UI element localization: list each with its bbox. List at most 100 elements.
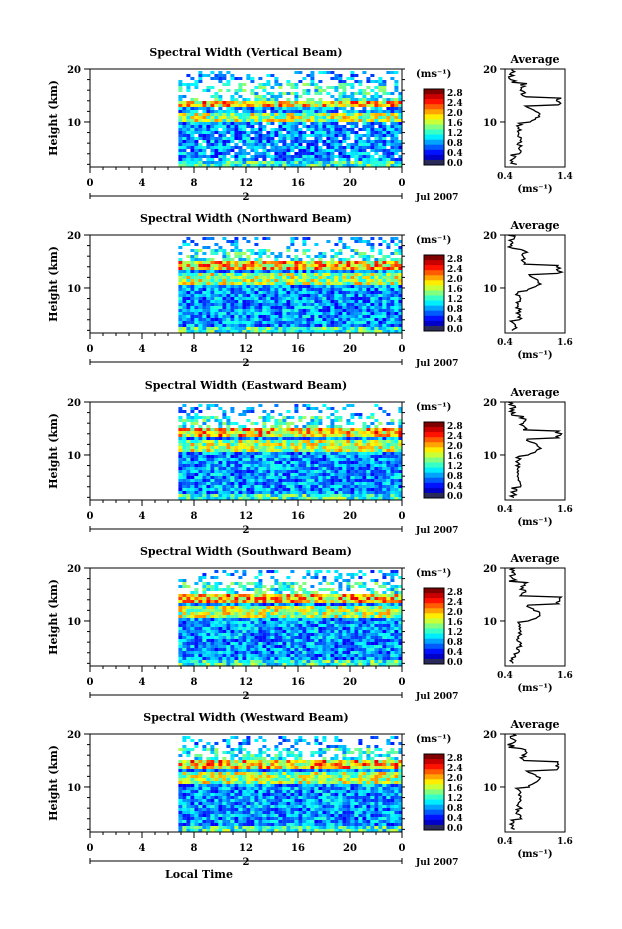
heatmap-cell — [278, 479, 283, 482]
heatmap-cell — [190, 267, 195, 270]
heatmap-cell — [190, 291, 195, 294]
heatmap-cell — [298, 312, 303, 315]
heatmap-cell — [202, 446, 207, 449]
heatmap-cell — [294, 140, 299, 143]
heatmap-cell — [190, 137, 195, 140]
heatmap-cell — [362, 143, 367, 146]
heatmap-cell — [314, 128, 319, 131]
heatmap-cell — [318, 288, 323, 291]
heatmap-cell — [334, 86, 339, 89]
heatmap-cell — [354, 497, 359, 500]
heatmap-cell — [206, 324, 211, 327]
heatmap-cell — [330, 482, 335, 485]
heatmap-cell — [282, 315, 287, 318]
heatmap-cell — [290, 321, 295, 324]
heatmap-cell — [298, 131, 303, 134]
heatmap-cell — [322, 315, 327, 318]
heatmap-cell — [214, 110, 219, 113]
heatmap-cell — [226, 303, 231, 306]
heatmap-cell — [286, 110, 291, 113]
heatmap-cell — [198, 125, 203, 128]
heatmap-cell — [182, 425, 187, 428]
heatmap-cell — [302, 131, 307, 134]
heatmap-cell — [330, 321, 335, 324]
heatmap-cell — [274, 404, 279, 407]
heatmap-cell — [226, 482, 231, 485]
heatmap-cell — [258, 428, 263, 431]
heatmap-cell — [342, 494, 347, 497]
heatmap-cell — [386, 482, 391, 485]
heatmap-cell — [382, 143, 387, 146]
heatmap-cell — [286, 476, 291, 479]
heatmap-cell — [334, 476, 339, 479]
heatmap-cell — [302, 77, 307, 80]
heatmap-cell — [266, 431, 271, 434]
heatmap-cell — [218, 303, 223, 306]
heatmap-cell — [370, 119, 375, 122]
heatmap-cell — [386, 437, 391, 440]
heatmap-cell — [262, 276, 267, 279]
heatmap-cell — [314, 455, 319, 458]
panel-title: Spectral Width (Vertical Beam) — [149, 46, 342, 59]
heatmap-cell — [202, 627, 207, 630]
heatmap-cell — [250, 440, 255, 443]
heatmap-cell — [182, 279, 187, 282]
heatmap-cell — [214, 297, 219, 300]
heatmap-cell — [330, 306, 335, 309]
heatmap-cell — [238, 413, 243, 416]
heatmap-cell — [194, 146, 199, 149]
heatmap-cell — [258, 491, 263, 494]
colorbar-tick-label: 2.4 — [447, 265, 463, 275]
heatmap-cell — [182, 128, 187, 131]
heatmap-cell — [218, 419, 223, 422]
y-tick-label: 20 — [67, 231, 81, 242]
heatmap-cell — [274, 318, 279, 321]
heatmap-cell — [326, 161, 331, 164]
x-tick-label: 4 — [139, 344, 146, 355]
heatmap-cell — [318, 455, 323, 458]
heatmap-cell — [206, 279, 211, 282]
heatmap-cell — [206, 140, 211, 143]
heatmap-cell — [178, 579, 183, 582]
heatmap-cell — [190, 128, 195, 131]
heatmap-cell — [270, 273, 275, 276]
heatmap-cell — [374, 443, 379, 446]
heatmap-cell — [250, 77, 255, 80]
colorbar-tick-label: 0.8 — [447, 139, 463, 149]
heatmap-cell — [290, 461, 295, 464]
heatmap-cell — [294, 494, 299, 497]
heatmap-cell — [238, 146, 243, 149]
heatmap-cell — [354, 312, 359, 315]
heatmap-cell — [354, 452, 359, 455]
heatmap-cell — [306, 291, 311, 294]
heatmap-cell — [270, 158, 275, 161]
heatmap-cell — [214, 497, 219, 500]
heatmap-cell — [218, 312, 223, 315]
heatmap-cell — [218, 446, 223, 449]
heatmap-cell — [394, 149, 399, 152]
heatmap-cell — [350, 443, 355, 446]
colorbar-step — [424, 295, 444, 301]
heatmap-cell — [334, 312, 339, 315]
heatmap-cell — [246, 440, 251, 443]
heatmap-cell — [206, 74, 211, 77]
heatmap-cell — [370, 497, 375, 500]
heatmap-cell — [186, 476, 191, 479]
heatmap-cell — [354, 149, 359, 152]
heatmap-cell — [310, 455, 315, 458]
heatmap-cell — [290, 270, 295, 273]
heatmap-cell — [306, 98, 311, 101]
heatmap-cell — [230, 155, 235, 158]
heatmap-cell — [326, 270, 331, 273]
heatmap-cell — [274, 491, 279, 494]
heatmap-cell — [202, 89, 207, 92]
heatmap-cell — [198, 315, 203, 318]
heatmap-cell — [350, 279, 355, 282]
heatmap-cell — [230, 306, 235, 309]
heatmap-cell — [290, 312, 295, 315]
heatmap-cell — [398, 297, 403, 300]
heatmap-cell — [314, 497, 319, 500]
heatmap-cell — [378, 321, 383, 324]
heatmap-cell — [390, 143, 395, 146]
heatmap-cell — [390, 428, 395, 431]
